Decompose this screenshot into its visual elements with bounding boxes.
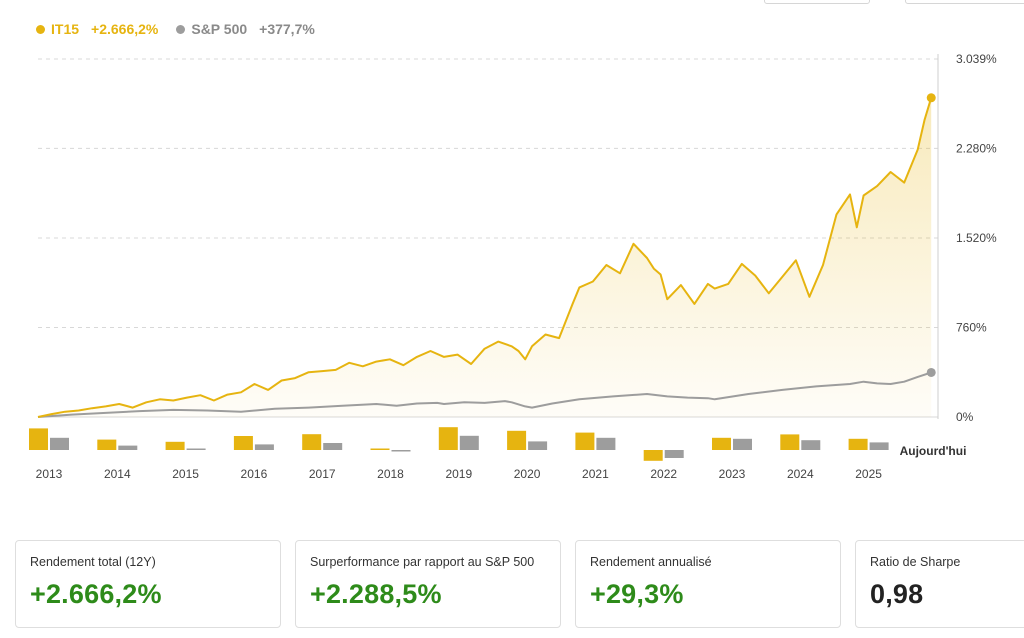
legend-it15[interactable]: IT15 +2.666,2%	[36, 21, 158, 37]
x-tick-label: 2015	[172, 467, 199, 481]
card-annualized-return: Rendement annualisé +29,3%	[575, 540, 841, 628]
bar-sp500-2021	[596, 437, 616, 450]
bar-it15-2022	[643, 450, 663, 461]
top-control-right[interactable]	[905, 0, 1024, 4]
legend-sp500-marker	[176, 24, 186, 34]
x-tick-label: 2025	[855, 467, 882, 481]
bar-sp500-2022	[664, 450, 684, 458]
x-tick-label: 2020	[514, 467, 541, 481]
card-total-return-value: +2.666,2%	[30, 579, 162, 609]
x-tick-label: 2014	[104, 467, 131, 481]
bar-it15-2016	[233, 436, 253, 450]
bar-it15-2014	[97, 439, 117, 450]
y-tick-label: 760%	[956, 320, 987, 334]
sp500-line-endpoint	[926, 367, 936, 377]
card-sharpe-ratio: Ratio de Sharpe 0,98	[855, 540, 1024, 628]
bar-it15-2020	[507, 430, 527, 450]
card-outperformance-value: +2.288,5%	[310, 579, 442, 609]
card-sharpe-ratio-value: 0,98	[870, 579, 924, 609]
it15-line-endpoint	[926, 93, 936, 103]
bar-sp500-2013	[50, 437, 69, 450]
legend-sp500-value: +377,7%	[259, 21, 315, 37]
bar-it15-2018	[370, 448, 390, 450]
bar-sp500-2018	[391, 450, 411, 452]
legend-it15-name: IT15	[51, 21, 80, 37]
bar-it15-2019	[438, 427, 458, 450]
stats-cards: Rendement total (12Y) +2.666,2% Surperfo…	[15, 540, 1024, 628]
x-tick-label: 2016	[241, 467, 268, 481]
card-sharpe-ratio-label: Ratio de Sharpe	[870, 555, 961, 569]
it15-line	[37, 97, 933, 418]
bar-it15-2017	[302, 434, 322, 450]
card-outperformance-label: Surperformance par rapport au S&P 500	[310, 555, 535, 569]
bar-sp500-2015	[186, 448, 206, 450]
bar-sp500-2014	[118, 445, 138, 450]
sp500-line	[37, 371, 932, 418]
it15-area	[38, 97, 932, 418]
card-total-return: Rendement total (12Y) +2.666,2%	[15, 540, 281, 628]
bar-sp500-2024	[801, 440, 821, 450]
card-annualized-return-value: +29,3%	[590, 579, 684, 609]
x-tick-label: 2022	[650, 467, 677, 481]
x-tick-label: 2019	[445, 467, 472, 481]
legend-it15-marker	[36, 24, 45, 34]
y-tick-label: 3.039%	[956, 52, 997, 66]
bar-it15-2023	[712, 437, 731, 450]
bar-it15-2013	[29, 428, 48, 450]
x-today-label: Aujourd'hui	[900, 444, 967, 458]
card-total-return-label: Rendement total (12Y)	[30, 555, 156, 569]
x-tick-label: 2023	[719, 467, 746, 481]
chart-legend: IT15 +2.666,2% S&P 500 +377,7%	[36, 21, 315, 37]
bar-it15-2015	[165, 441, 185, 450]
card-annualized-return-label: Rendement annualisé	[590, 555, 712, 569]
x-tick-label: 2013	[36, 467, 63, 481]
x-tick-label: 2017	[309, 467, 336, 481]
card-outperformance: Surperformance par rapport au S&P 500 +2…	[295, 540, 561, 628]
bar-it15-2024	[780, 434, 800, 450]
bar-sp500-2020	[528, 441, 548, 450]
legend-sp500[interactable]: S&P 500 +377,7%	[176, 21, 315, 37]
x-tick-label: 2024	[787, 467, 814, 481]
x-tick-label: 2021	[582, 467, 609, 481]
top-control-left[interactable]	[764, 0, 870, 4]
legend-it15-value: +2.666,2%	[91, 21, 159, 37]
legend-sp500-name: S&P 500	[191, 21, 248, 37]
y-tick-label: 1.520%	[956, 231, 997, 245]
performance-chart: 3.039% 2.280% 1.520% 760% 0% 2013 2014 2015 2016…	[29, 52, 997, 481]
bar-sp500-2019	[459, 435, 479, 450]
bar-sp500-2017	[323, 443, 343, 450]
bar-it15-2021	[575, 432, 595, 450]
y-tick-label: 0%	[956, 410, 974, 424]
bar-sp500-2016	[254, 444, 274, 450]
bar-sp500-2025	[869, 442, 889, 450]
x-tick-label: 2018	[377, 467, 404, 481]
y-tick-label: 2.280%	[956, 141, 997, 155]
bar-sp500-2023	[733, 438, 752, 450]
bar-it15-2025	[848, 438, 868, 450]
